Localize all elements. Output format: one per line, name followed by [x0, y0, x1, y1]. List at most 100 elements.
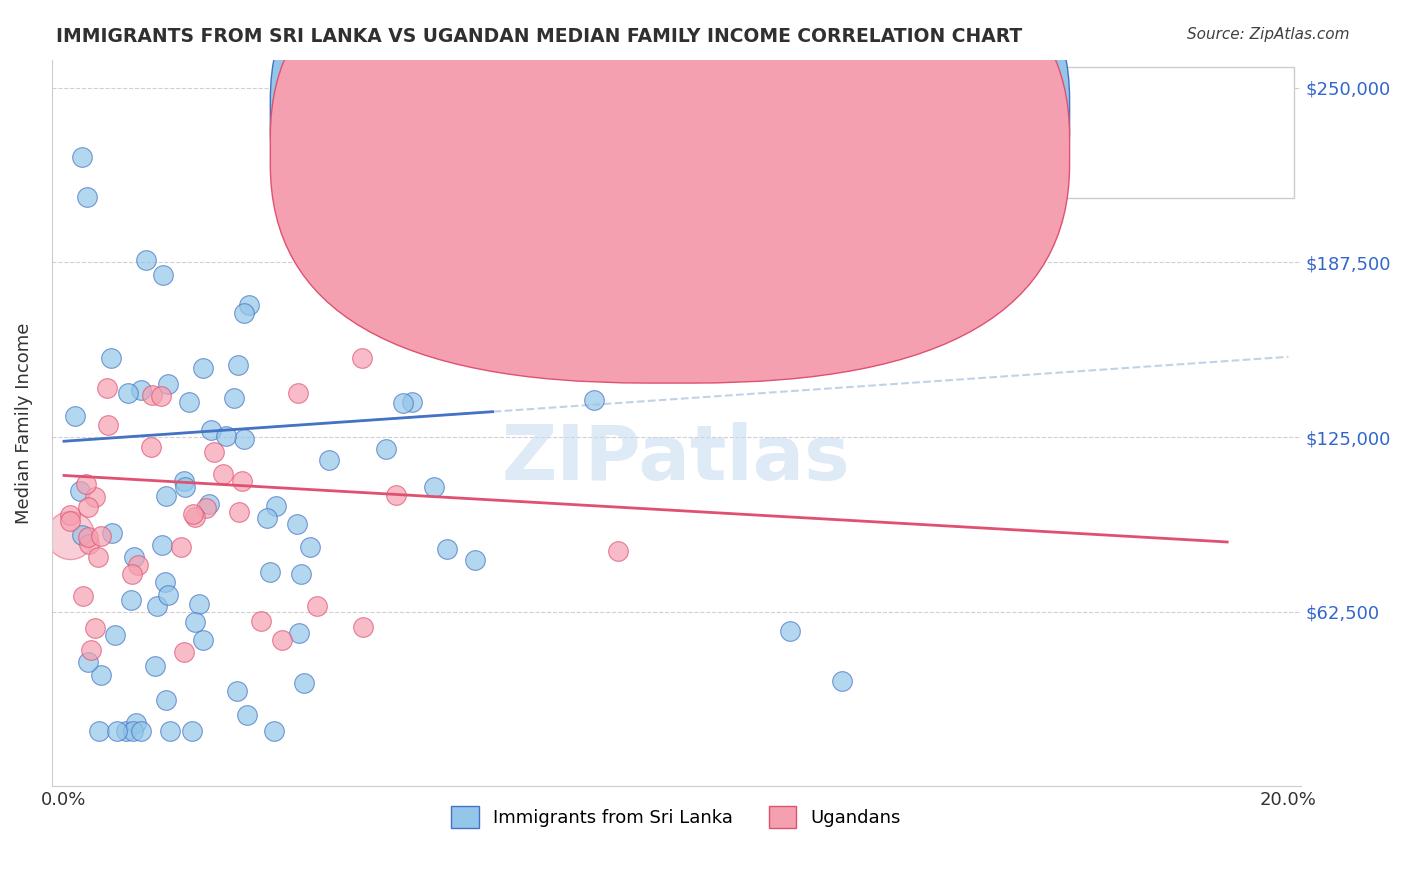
- Point: [65, 409, 87, 423]
- Point: [121, 723, 143, 738]
- Point: [187, 597, 209, 611]
- Point: [606, 544, 628, 558]
- Point: [115, 723, 138, 738]
- Point: [385, 488, 408, 502]
- Point: [121, 566, 143, 581]
- Text: R = -0.167   N = 36: R = -0.167 N = 36: [664, 136, 841, 154]
- Point: [173, 645, 195, 659]
- Point: [120, 593, 142, 607]
- Point: [233, 306, 256, 320]
- Point: [141, 440, 163, 454]
- Point: [202, 444, 225, 458]
- Point: [122, 549, 145, 564]
- Point: [215, 429, 238, 443]
- Point: [141, 388, 163, 402]
- FancyBboxPatch shape: [270, 0, 1070, 347]
- Point: [222, 391, 245, 405]
- Point: [146, 599, 169, 614]
- Point: [259, 566, 281, 580]
- Point: [159, 723, 181, 738]
- Text: Source: ZipAtlas.com: Source: ZipAtlas.com: [1187, 27, 1350, 42]
- Point: [194, 501, 217, 516]
- Point: [89, 723, 111, 738]
- Point: [174, 480, 197, 494]
- FancyBboxPatch shape: [620, 67, 1295, 198]
- Point: [226, 684, 249, 698]
- Point: [117, 386, 139, 401]
- Point: [226, 358, 249, 372]
- Point: [83, 490, 105, 504]
- Point: [228, 505, 250, 519]
- Y-axis label: Median Family Income: Median Family Income: [15, 322, 32, 524]
- Point: [231, 474, 253, 488]
- Point: [77, 530, 100, 544]
- Point: [238, 298, 260, 312]
- Point: [582, 393, 605, 408]
- Point: [290, 567, 312, 582]
- Legend: Immigrants from Sri Lanka, Ugandans: Immigrants from Sri Lanka, Ugandans: [444, 799, 908, 836]
- Point: [287, 517, 309, 532]
- Point: [197, 497, 219, 511]
- Point: [249, 614, 271, 628]
- Point: [96, 381, 118, 395]
- Point: [173, 474, 195, 488]
- Point: [401, 395, 423, 409]
- Point: [155, 693, 177, 707]
- Point: [288, 626, 311, 640]
- Point: [177, 394, 200, 409]
- Text: R = -0.167   N = 36: R = -0.167 N = 36: [714, 144, 890, 161]
- Point: [152, 268, 174, 283]
- Point: [90, 668, 112, 682]
- Point: [129, 723, 152, 738]
- Point: [181, 723, 204, 738]
- Point: [83, 621, 105, 635]
- Point: [184, 615, 207, 629]
- Point: [104, 627, 127, 641]
- Point: [155, 489, 177, 503]
- Point: [436, 541, 458, 556]
- Point: [69, 483, 91, 498]
- Point: [211, 467, 233, 482]
- Point: [75, 476, 97, 491]
- Point: [59, 508, 82, 522]
- Point: [97, 418, 120, 433]
- Point: [264, 499, 287, 513]
- Point: [464, 552, 486, 566]
- Point: [374, 442, 396, 456]
- Point: [350, 351, 373, 366]
- Point: [77, 537, 100, 551]
- Point: [127, 558, 149, 572]
- Point: [72, 151, 94, 165]
- Point: [87, 550, 110, 565]
- Point: [256, 511, 278, 525]
- FancyBboxPatch shape: [270, 0, 1070, 383]
- Point: [100, 351, 122, 366]
- Point: [152, 538, 174, 552]
- Point: [236, 707, 259, 722]
- Point: [298, 540, 321, 554]
- Point: [80, 642, 103, 657]
- Point: [105, 723, 128, 738]
- Point: [287, 386, 309, 401]
- Point: [170, 540, 193, 554]
- Point: [135, 252, 157, 267]
- Point: [59, 528, 82, 542]
- Point: [70, 528, 93, 542]
- Point: [124, 715, 146, 730]
- Point: [184, 510, 207, 524]
- Text: R =   0.151   N = 68: R = 0.151 N = 68: [714, 103, 896, 121]
- Point: [318, 453, 340, 467]
- Point: [779, 624, 801, 638]
- Point: [59, 514, 82, 528]
- Point: [232, 432, 254, 446]
- Text: R =   0.151   N = 68: R = 0.151 N = 68: [664, 88, 845, 107]
- Point: [200, 423, 222, 437]
- Point: [100, 526, 122, 541]
- Point: [352, 620, 374, 634]
- Point: [156, 589, 179, 603]
- Point: [145, 659, 167, 673]
- Point: [149, 389, 172, 403]
- Point: [76, 656, 98, 670]
- Point: [157, 376, 180, 391]
- Point: [181, 507, 204, 521]
